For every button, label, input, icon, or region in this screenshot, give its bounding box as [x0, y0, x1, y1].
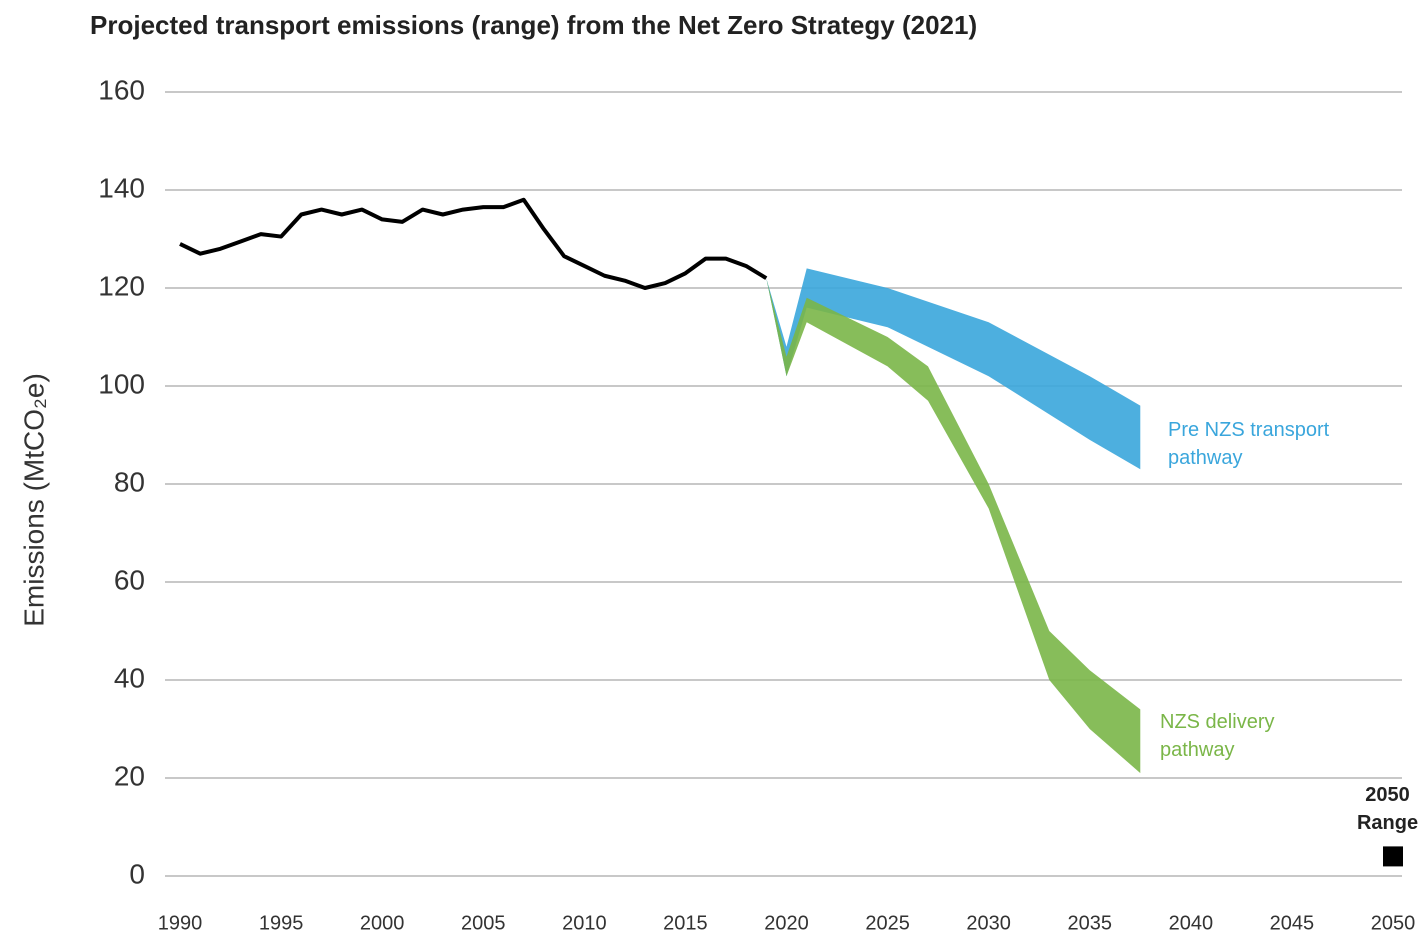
series-label: Pre NZS transport pathway: [1168, 419, 1330, 469]
range-band: [766, 268, 1141, 470]
x-tick-label: 2005: [461, 912, 506, 934]
x-tick-label: 2020: [764, 912, 809, 934]
x-tick-label: 2030: [966, 912, 1011, 934]
y-tick-label: 100: [98, 368, 145, 399]
history-line: [179, 197, 768, 290]
x-tick-label: 2040: [1169, 912, 1214, 934]
y-tick-label: 60: [114, 564, 145, 595]
x-tick-label: 1995: [259, 912, 304, 934]
marker: [1383, 846, 1403, 867]
y-tick-label: 160: [98, 74, 145, 105]
x-tick-label: 2000: [360, 912, 405, 934]
y-tick-label: 120: [98, 270, 145, 301]
x-tick-label: 2050: [1371, 912, 1416, 934]
series-label: NZS delivery pathway: [1160, 711, 1275, 761]
x-tick-label: 2045: [1270, 912, 1315, 934]
y-tick-label: 20: [114, 760, 145, 791]
y-tick-label: 140: [98, 172, 145, 203]
x-tick-label: 2015: [663, 912, 708, 934]
y-tick-label: 40: [114, 662, 145, 693]
x-tick-label: 2035: [1068, 912, 1113, 934]
y-axis-label: Emissions (MtCO₂e): [18, 373, 49, 627]
x-tick-label: 2025: [865, 912, 910, 934]
y-tick-label: 0: [129, 858, 145, 889]
chart-title: Projected transport emissions (range) fr…: [90, 10, 977, 40]
series-label: 2050 Range: [1356, 784, 1419, 834]
x-tick-label: 2010: [562, 912, 607, 934]
x-tick-label: 1990: [158, 912, 203, 934]
y-tick-label: 80: [114, 466, 145, 497]
range-band: [766, 278, 1141, 774]
